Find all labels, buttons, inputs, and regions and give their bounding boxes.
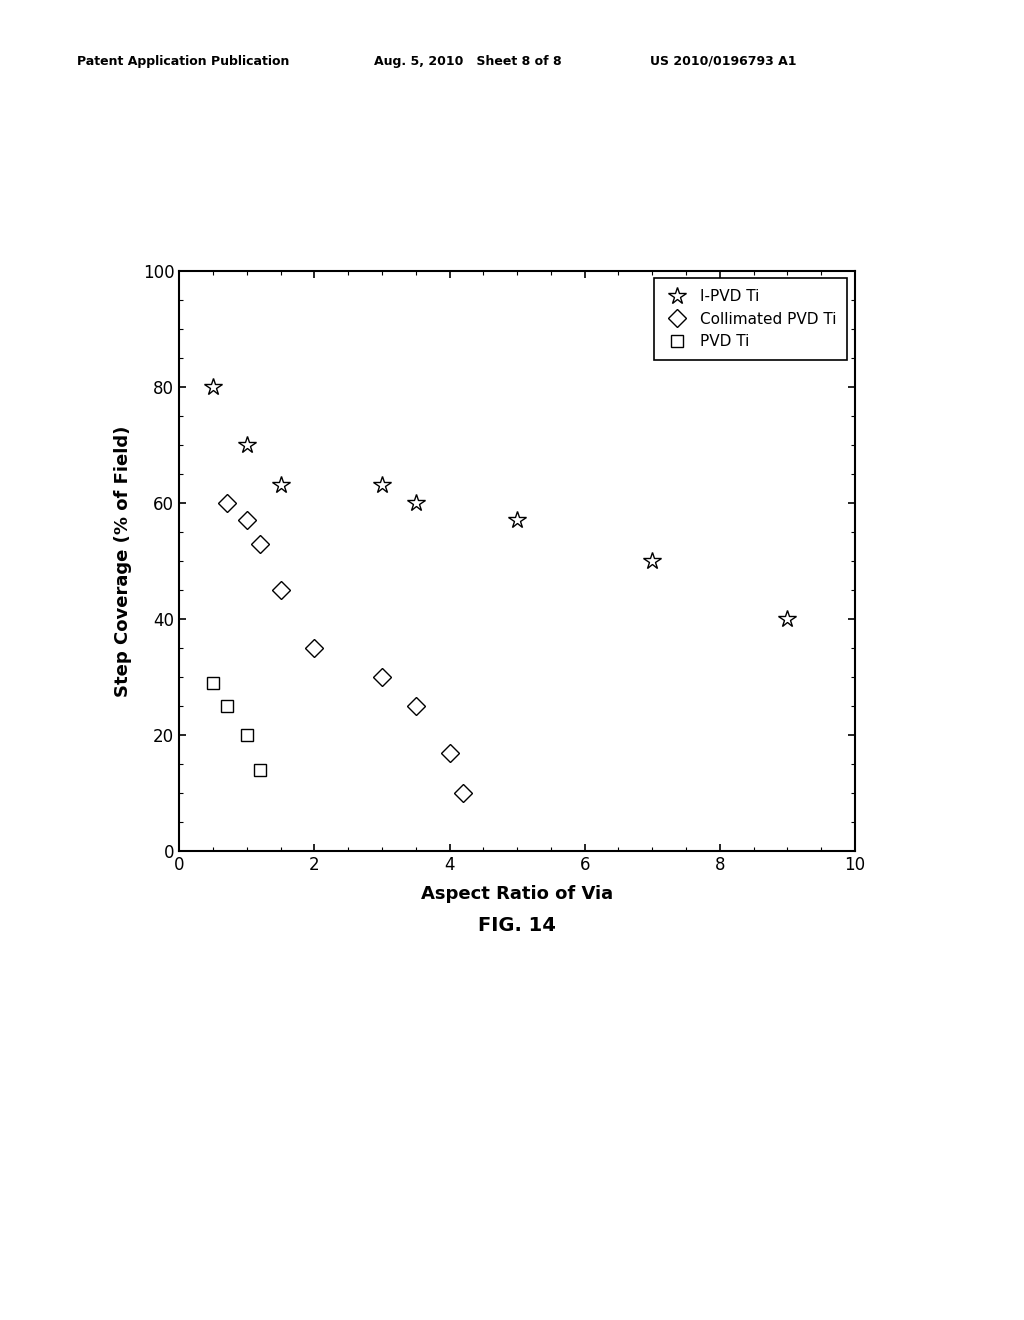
Y-axis label: Step Coverage (% of Field): Step Coverage (% of Field): [114, 425, 132, 697]
PVD Ti: [207, 675, 219, 690]
I-PVD Ti: [207, 379, 219, 395]
Collimated PVD Ti: [376, 669, 388, 685]
Text: Patent Application Publication: Patent Application Publication: [77, 54, 289, 67]
Line: I-PVD Ti: I-PVD Ti: [204, 378, 797, 628]
I-PVD Ti: [511, 512, 523, 528]
I-PVD Ti: [410, 495, 422, 511]
Collimated PVD Ti: [443, 744, 456, 760]
I-PVD Ti: [274, 478, 287, 494]
Collimated PVD Ti: [220, 495, 232, 511]
Line: PVD Ti: PVD Ti: [207, 677, 266, 776]
I-PVD Ti: [241, 437, 253, 453]
Collimated PVD Ti: [254, 536, 266, 552]
Line: Collimated PVD Ti: Collimated PVD Ti: [220, 496, 469, 800]
PVD Ti: [254, 762, 266, 777]
I-PVD Ti: [376, 478, 388, 494]
Collimated PVD Ti: [241, 512, 253, 528]
Collimated PVD Ti: [410, 698, 422, 714]
X-axis label: Aspect Ratio of Via: Aspect Ratio of Via: [421, 886, 613, 903]
Text: US 2010/0196793 A1: US 2010/0196793 A1: [650, 54, 797, 67]
Text: Aug. 5, 2010   Sheet 8 of 8: Aug. 5, 2010 Sheet 8 of 8: [374, 54, 561, 67]
PVD Ti: [241, 727, 253, 743]
I-PVD Ti: [646, 553, 658, 569]
Text: FIG. 14: FIG. 14: [478, 916, 556, 935]
Collimated PVD Ti: [274, 582, 287, 598]
Collimated PVD Ti: [308, 640, 321, 656]
I-PVD Ti: [781, 611, 794, 627]
PVD Ti: [220, 698, 232, 714]
Collimated PVD Ti: [457, 785, 469, 801]
Legend: I-PVD Ti, Collimated PVD Ti, PVD Ti: I-PVD Ti, Collimated PVD Ti, PVD Ti: [654, 279, 848, 360]
